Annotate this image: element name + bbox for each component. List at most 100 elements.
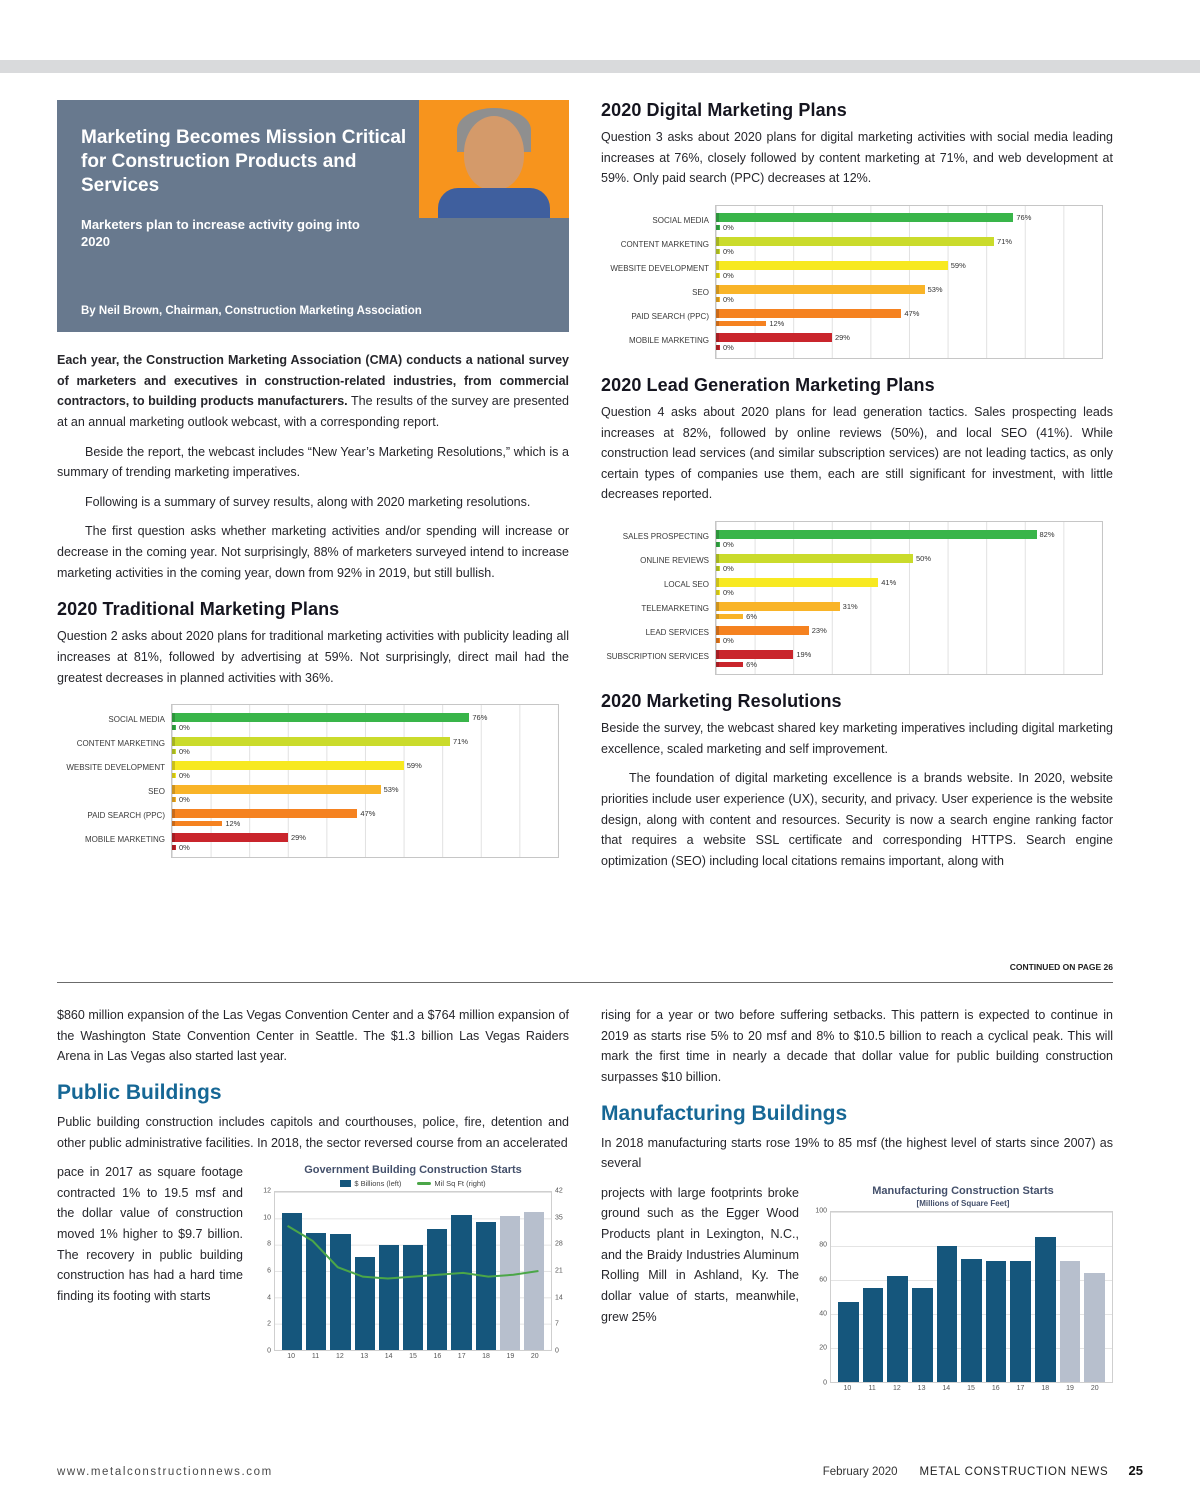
page-content: Marketing Becomes Mission Critical for C…	[57, 100, 1113, 1398]
chart-category-label: SOCIAL MEDIA	[108, 714, 165, 724]
chart-value-label: 71%	[997, 237, 1013, 247]
chart-value-label: 76%	[472, 712, 488, 722]
chart-bar-line: 0%	[716, 247, 1102, 256]
chart-plot-area	[830, 1210, 1113, 1383]
chart-bars	[831, 1212, 1112, 1382]
chart-bar-line: 0%	[716, 343, 1102, 353]
chart-bar-line: 0%	[716, 636, 1102, 645]
feature-header-box: Marketing Becomes Mission Critical for C…	[57, 100, 569, 332]
government-building-chart: Government Building Construction Starts $…	[257, 1164, 569, 1361]
chart-bar-line: 0%	[716, 539, 1102, 549]
intro-paragraph: Each year, the Construction Marketing As…	[57, 350, 569, 433]
x-tick: 11	[868, 1384, 876, 1392]
chart-bar	[716, 541, 720, 547]
chart-body: 0 2 4 6 8 10 12 0 7 14 21 28 35 42	[257, 1187, 569, 1355]
traditional-heading: 2020 Traditional Marketing Plans	[57, 599, 340, 620]
chart-row: 59% 0%	[172, 757, 558, 781]
chart-bar-line: 6%	[716, 660, 1102, 669]
y-tick: 21	[555, 1267, 563, 1275]
y-tick: 0	[823, 1379, 827, 1387]
footer-right: February 2020 METAL CONSTRUCTION NEWS 25	[823, 1463, 1143, 1478]
continued-note: CONTINUED ON PAGE 26	[1009, 962, 1113, 972]
x-tick: 15	[409, 1353, 417, 1361]
y-tick: 4	[267, 1294, 271, 1302]
chart-bar-line: 31%	[716, 601, 1102, 612]
x-tick: 18	[1041, 1384, 1050, 1392]
chart-value-label: 0%	[723, 587, 734, 597]
chart-category-label: CONTENT MARKETING	[620, 239, 709, 249]
chart-row: 47% 12%	[716, 306, 1102, 330]
chart-bar	[172, 772, 176, 778]
author-shirt	[438, 188, 550, 218]
chart-category-label: WEBSITE DEVELOPMENT	[610, 263, 709, 273]
y-tick: 7	[555, 1320, 559, 1328]
chart-body: 0 20 40 60 80 100	[813, 1207, 1113, 1387]
chart-value-label: 0%	[179, 746, 190, 756]
chart-value-label: 29%	[834, 333, 850, 343]
bottom-right-column: rising for a year or two before sufferin…	[601, 1005, 1113, 1398]
chart-bar-line: 71%	[172, 736, 558, 747]
chart-title: Government Building Construction Starts	[304, 1164, 522, 1177]
chart-value-label: 59%	[950, 261, 966, 271]
x-tick: 18	[482, 1353, 490, 1361]
y-tick: 42	[555, 1187, 563, 1195]
chart-plot-area: 76% 0% 71% 0% 59% 0% 53% 0% 47% 12% 29% 0%	[171, 704, 559, 859]
author-face	[464, 116, 524, 190]
chart-bar-line: 12%	[716, 319, 1102, 328]
chart-value-label: 0%	[723, 539, 734, 549]
chart-bar-line: 29%	[172, 832, 558, 843]
chart-bar	[172, 808, 358, 818]
y-tick: 100	[815, 1207, 827, 1215]
chart-category-label: CONTENT MARKETING	[76, 738, 165, 748]
chart-value-label: 12%	[225, 818, 241, 828]
chart-bar	[172, 712, 470, 722]
chart-bar	[475, 1222, 496, 1351]
chart-bar	[716, 237, 995, 247]
chart-category-label: TELEMARKETING	[641, 603, 709, 613]
x-tick: 14	[384, 1353, 393, 1361]
chart-row: 19% 6%	[716, 646, 1102, 670]
author-photo	[419, 100, 569, 218]
chart-bar	[172, 736, 451, 746]
chart-category-label: LEAD SERVICES	[645, 627, 709, 637]
chart-value-label: 0%	[723, 343, 734, 353]
chart-bar	[172, 748, 176, 754]
chart-bar	[716, 333, 832, 343]
x-tick: 17	[1016, 1384, 1025, 1392]
chart-plot-area: 82% 0% 50% 0% 41% 0% 31% 6% 23% 0% 19% 6%	[715, 521, 1103, 675]
chart-bar	[985, 1261, 1007, 1382]
y-tick: 12	[263, 1187, 271, 1195]
paragraph: Question 2 asks about 2020 plans for tra…	[57, 629, 569, 685]
paragraph: pace in 2017 as square footage contracte…	[57, 1165, 243, 1303]
y-tick: 2	[267, 1320, 271, 1328]
chart-value-label: 29%	[290, 832, 306, 842]
chart-value-label: 0%	[179, 842, 190, 852]
feature-byline: By Neil Brown, Chairman, Construction Ma…	[81, 305, 422, 317]
chart-row: 23% 0%	[716, 622, 1102, 646]
chart-bar	[716, 613, 744, 619]
y-tick: 0	[267, 1347, 271, 1355]
chart-bar	[716, 321, 767, 327]
chart-bar-line: 47%	[172, 808, 558, 819]
chart-value-label: 53%	[383, 784, 399, 794]
chart-bar	[402, 1244, 424, 1351]
paragraph: $860 million expansion of the Las Vegas …	[57, 1008, 569, 1064]
chart-value-label: 0%	[179, 722, 190, 732]
chart-value-label: 6%	[746, 611, 757, 621]
x-tick: 16	[433, 1353, 442, 1361]
chart-bar	[716, 649, 794, 659]
chart-bar	[330, 1234, 351, 1351]
x-tick: 12	[336, 1353, 344, 1361]
x-tick: 14	[942, 1384, 951, 1392]
chart-value-label: 50%	[916, 553, 932, 563]
chart-bar-line: 50%	[716, 553, 1102, 564]
chart-bar-line: 0%	[172, 771, 558, 780]
x-tick: 10	[287, 1353, 296, 1361]
paragraph: The foundation of digital marketing exce…	[601, 771, 1113, 868]
chart-bar	[716, 625, 809, 635]
legend-line-swatch	[417, 1182, 432, 1186]
chart-bar	[1084, 1272, 1106, 1382]
chart-bar	[1010, 1261, 1032, 1382]
legend-label: Mil Sq Ft (right)	[434, 1179, 486, 1189]
chart-value-label: 82%	[1039, 529, 1055, 539]
